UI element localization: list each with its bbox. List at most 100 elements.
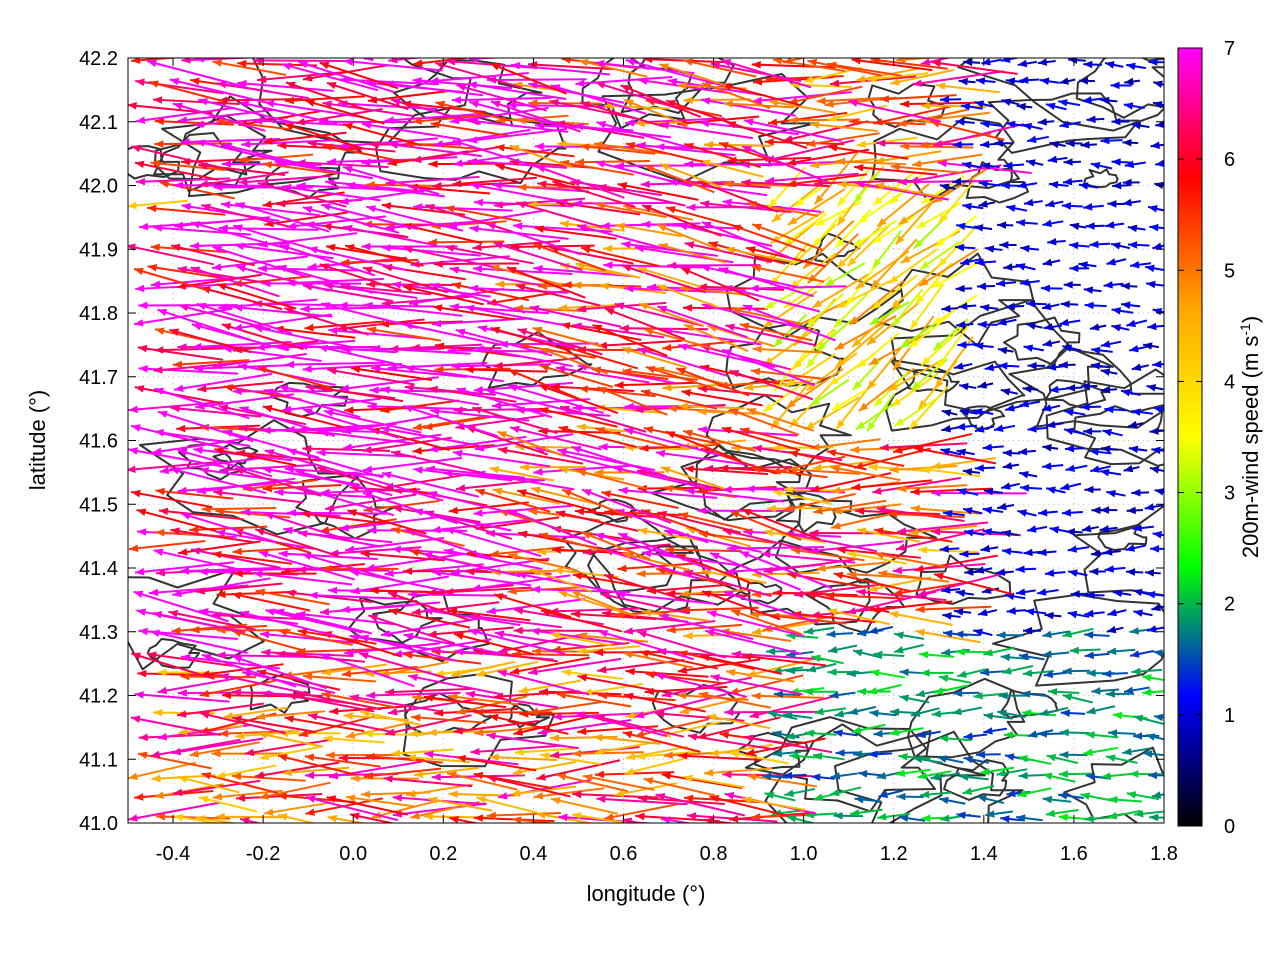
wind-arrow-head xyxy=(428,796,438,805)
wind-arrow-head xyxy=(139,222,149,231)
wind-arrow-shaft xyxy=(128,400,224,412)
wind-arrow-shaft xyxy=(654,673,748,698)
wind-arrow-head xyxy=(431,773,441,781)
wind-arrow-shaft xyxy=(811,272,870,309)
wind-arrow-head xyxy=(832,507,842,515)
wind-arrow-head xyxy=(454,648,464,656)
wind-arrow-head xyxy=(284,307,295,315)
wind-arrow-head xyxy=(660,816,671,823)
wind-arrow-head xyxy=(644,165,655,173)
wind-arrow-shaft xyxy=(595,81,684,111)
wind-arrow-head xyxy=(1080,792,1091,800)
wind-arrow-shaft xyxy=(232,655,328,690)
wind-arrow-head xyxy=(236,794,246,802)
wind-arrow-shaft xyxy=(201,772,278,794)
wind-arrow-head xyxy=(425,204,436,212)
colorbar-tick-label: 1 xyxy=(1224,705,1235,727)
wind-arrow-head xyxy=(320,488,330,497)
wind-arrow-shaft xyxy=(473,381,574,392)
wind-arrow-shaft xyxy=(512,818,558,823)
wind-arrow-shaft xyxy=(870,600,953,612)
wind-arrow-head xyxy=(788,466,798,474)
wind-arrow-shaft xyxy=(252,572,353,586)
wind-arrow-head xyxy=(768,198,778,208)
wind-arrow-head xyxy=(598,629,609,638)
wind-arrow-head xyxy=(194,120,204,129)
wind-arrow-shaft xyxy=(190,266,280,298)
wind-arrow-head xyxy=(1106,258,1117,266)
wind-arrow-head xyxy=(960,103,971,111)
wind-arrow-shaft xyxy=(571,445,667,478)
wind-arrow-head xyxy=(403,567,413,575)
wind-arrow-head xyxy=(177,710,187,718)
wind-arrow-head xyxy=(498,446,508,455)
wind-arrow-head xyxy=(889,195,899,205)
wind-arrow-head xyxy=(158,507,169,516)
wind-arrow-head xyxy=(984,363,995,372)
wind-arrow-head xyxy=(810,397,821,406)
wind-arrow-head xyxy=(1018,755,1028,763)
wind-arrow-head xyxy=(958,77,968,86)
wind-arrow-head xyxy=(1045,809,1056,818)
wind-arrow-head xyxy=(328,327,338,335)
wind-arrow-head xyxy=(890,708,900,716)
wind-arrow-head xyxy=(998,362,1008,370)
wind-arrow-shaft xyxy=(915,630,981,644)
wind-arrow-shaft xyxy=(488,714,569,735)
wind-arrow-shaft xyxy=(170,528,256,544)
wind-arrow-shaft xyxy=(157,410,254,443)
wind-arrow-head xyxy=(1027,425,1037,433)
wind-arrow-head xyxy=(381,202,392,210)
wind-arrow-head xyxy=(448,693,458,701)
wind-arrow-shaft xyxy=(741,145,830,184)
wind-arrow-head xyxy=(595,202,606,210)
wind-arrow-shaft xyxy=(190,221,288,250)
wind-arrow-head xyxy=(1084,485,1094,494)
wind-arrow-shaft xyxy=(595,61,695,75)
wind-arrow-head xyxy=(900,142,910,151)
wind-arrow-head xyxy=(617,182,628,190)
wind-arrow-shaft xyxy=(659,614,754,641)
wind-arrow-head xyxy=(1101,772,1111,780)
wind-arrow-shaft xyxy=(345,795,415,808)
wind-arrow-head xyxy=(1100,340,1111,348)
wind-arrow-head xyxy=(276,199,286,208)
wind-arrow-head xyxy=(214,447,225,455)
wind-arrow-shaft xyxy=(490,326,571,352)
wind-arrow-head xyxy=(959,773,969,781)
wind-arrow-head xyxy=(870,58,880,65)
wind-arrow-shaft xyxy=(282,766,350,775)
wind-arrow-head xyxy=(515,283,526,291)
wind-arrow-head xyxy=(344,648,354,657)
wind-arrow-head xyxy=(809,546,819,555)
wind-arrow-head xyxy=(189,525,199,534)
wind-arrow-head xyxy=(937,755,947,763)
wind-arrow-head xyxy=(1046,486,1056,494)
wind-arrow-shaft xyxy=(539,347,609,375)
wind-arrow-shaft xyxy=(472,267,573,276)
wind-arrow-head xyxy=(832,402,842,410)
wind-arrow-head xyxy=(1068,58,1078,64)
wind-arrow-head xyxy=(697,425,708,434)
wind-arrow-head xyxy=(920,58,931,66)
wind-arrow-shaft xyxy=(745,737,826,756)
wind-arrow-head xyxy=(828,144,838,152)
wind-arrow-shaft xyxy=(366,691,461,697)
wind-arrow-shaft xyxy=(451,96,552,102)
wind-arrow-shaft xyxy=(595,715,684,738)
wind-arrow-shaft xyxy=(171,737,264,754)
wind-arrow-shaft xyxy=(295,108,383,125)
wind-arrow-head xyxy=(532,647,542,656)
wind-arrow-head xyxy=(434,365,444,374)
wind-arrow-head xyxy=(1100,136,1110,145)
wind-arrow-shaft xyxy=(200,286,283,311)
wind-arrow-head xyxy=(867,75,877,83)
wind-arrow-head xyxy=(536,773,546,781)
wind-arrow-head xyxy=(700,97,711,105)
wind-arrow-head xyxy=(1153,649,1164,657)
wind-arrow-shaft xyxy=(262,405,344,429)
wind-arrow-head xyxy=(237,59,247,68)
wind-arrow-head xyxy=(533,264,543,273)
wind-arrow-shaft xyxy=(558,303,625,310)
wind-arrow-shaft xyxy=(215,119,292,131)
